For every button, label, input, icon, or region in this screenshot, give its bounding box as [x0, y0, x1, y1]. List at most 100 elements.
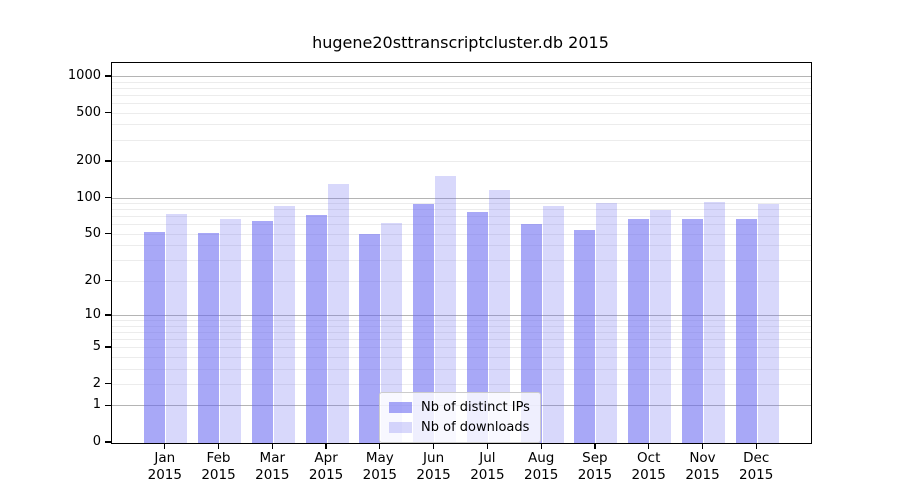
x-tick-label-nov: Nov 2015 [685, 450, 720, 483]
y-tick-label-20: 20 [84, 272, 101, 288]
gridline-600 [112, 103, 811, 104]
gridline-3 [112, 368, 811, 370]
bar-nov-distinct-ips [682, 219, 703, 443]
legend-label-downloads: Nb of downloads [421, 420, 530, 435]
y-tick-mark-1000 [105, 75, 111, 77]
bar-apr-distinct-ips [305, 215, 327, 443]
y-tick-mark-1 [105, 404, 111, 406]
bar-may-downloads [381, 222, 403, 443]
x-tick-mark-nov [701, 443, 704, 449]
gridline-1000 [112, 75, 811, 77]
y-tick-label-1000: 1000 [67, 67, 101, 83]
y-tick-label-200: 200 [76, 153, 101, 168]
gridline-6 [112, 338, 811, 340]
bar-apr-downloads [327, 183, 349, 443]
x-tick-mark-mar [271, 443, 273, 449]
bar-jun-downloads [435, 176, 457, 443]
x-tick-label-may: May 2015 [362, 450, 397, 483]
x-tick-mark-jun [432, 443, 435, 449]
gridline-40 [112, 245, 811, 247]
gridline-50 [112, 233, 811, 235]
bar-jul-downloads [488, 189, 510, 443]
gridline-70 [112, 216, 811, 218]
gridline-900 [112, 81, 811, 83]
x-tick-label-aug: Aug 2015 [524, 450, 559, 483]
gridline-4 [112, 356, 811, 358]
gridline-500 [112, 112, 811, 114]
gridline-400 [112, 124, 811, 126]
y-tick-mark-10 [105, 314, 111, 316]
gridline-8 [112, 325, 811, 327]
y-tick-mark-50 [105, 233, 111, 235]
y-tick-label-2: 2 [92, 375, 101, 391]
x-tick-mark-sep [594, 443, 596, 449]
y-tick-label-5: 5 [92, 339, 101, 355]
gridline-700 [112, 94, 811, 96]
x-tick-label-feb: Feb 2015 [201, 450, 236, 483]
bar-mar-downloads [273, 206, 295, 443]
x-tick-label-mar: Mar 2015 [255, 450, 290, 483]
x-tick-label-oct: Oct 2015 [631, 450, 666, 483]
bar-dec-distinct-ips [735, 218, 757, 443]
x-tick-mark-jan [164, 443, 166, 449]
bar-jun-distinct-ips [413, 204, 435, 443]
bar-jan-downloads [166, 213, 188, 443]
gridline-7 [112, 331, 811, 333]
legend-swatch-downloads [389, 422, 412, 433]
bar-jul-distinct-ips [466, 211, 488, 443]
gridline-30 [112, 260, 811, 262]
y-tick-mark-2 [105, 383, 111, 385]
x-tick-label-jul: Jul 2015 [470, 450, 505, 483]
legend-label-distinct-ips: Nb of distinct IPs [421, 400, 530, 415]
y-tick-label-1: 1 [92, 397, 101, 413]
x-tick-mark-dec [755, 443, 757, 449]
x-tick-label-sep: Sep 2015 [577, 450, 613, 483]
bar-may-distinct-ips [359, 233, 381, 443]
x-tick-label-apr: Apr 2015 [308, 450, 344, 483]
gridline-20 [112, 280, 811, 282]
gridline-800 [112, 87, 811, 89]
y-tick-mark-100 [105, 196, 111, 199]
bar-sep-downloads [596, 203, 618, 443]
chart-title: hugene20sttranscriptcluster.db 2015 [312, 33, 609, 52]
y-tick-label-0: 0 [92, 434, 101, 449]
gridline-200 [112, 161, 811, 162]
legend-item-downloads: Nb of downloads [389, 420, 530, 435]
x-tick-mark-may [379, 443, 381, 449]
gridline-300 [112, 139, 811, 141]
x-tick-mark-aug [540, 443, 542, 449]
bar-aug-downloads [542, 205, 564, 443]
gridline-90 [112, 203, 811, 204]
y-tick-label-10: 10 [84, 307, 101, 322]
x-tick-mark-jul [486, 443, 489, 449]
y-tick-mark-500 [105, 111, 111, 114]
gridline-80 [112, 209, 811, 211]
bar-oct-downloads [650, 209, 672, 443]
gridline-2 [112, 383, 811, 385]
plot-area: Nb of distinct IPs Nb of downloads [111, 62, 812, 444]
legend-swatch-distinct-ips [389, 402, 412, 413]
bar-sep-distinct-ips [574, 229, 596, 443]
legend-item-distinct-ips: Nb of distinct IPs [389, 400, 530, 415]
gridline-100 [112, 197, 811, 199]
x-tick-label-jan: Jan 2015 [147, 450, 182, 483]
bar-oct-distinct-ips [628, 219, 650, 443]
x-tick-mark-apr [325, 443, 327, 449]
x-tick-label-jun: Jun 2015 [416, 450, 451, 483]
y-tick-mark-200 [105, 160, 111, 162]
y-tick-mark-0 [105, 441, 111, 443]
bar-aug-distinct-ips [520, 223, 542, 443]
x-tick-mark-feb [217, 443, 220, 449]
bar-nov-downloads [704, 201, 725, 443]
gridline-5 [112, 347, 811, 349]
y-tick-label-100: 100 [76, 189, 101, 205]
gridline-10 [112, 315, 811, 316]
gridline-60 [112, 224, 811, 226]
y-tick-mark-20 [105, 280, 111, 282]
bar-feb-downloads [220, 218, 241, 443]
bar-mar-distinct-ips [251, 221, 273, 443]
y-tick-label-500: 500 [76, 104, 101, 120]
x-tick-label-dec: Dec 2015 [739, 450, 774, 483]
y-tick-label-50: 50 [84, 225, 101, 241]
